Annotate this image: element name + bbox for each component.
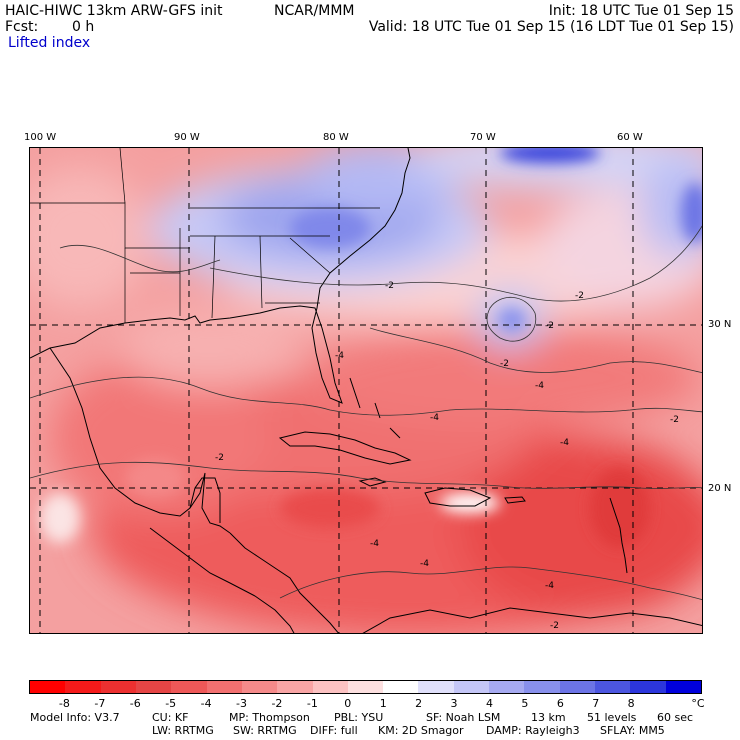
contour-label: -4 bbox=[430, 413, 439, 423]
lat-label: 20 N bbox=[708, 483, 732, 494]
contour-label: -2 bbox=[550, 621, 559, 631]
colorbar-segment bbox=[595, 681, 631, 693]
colorbar-tick-label: 8 bbox=[627, 697, 635, 710]
contour-label: -4 bbox=[545, 581, 554, 591]
colorbar-segment bbox=[100, 681, 136, 693]
valid-time: Valid: 18 UTC Tue 01 Sep 15 (16 LDT Tue … bbox=[368, 19, 734, 35]
lon-label: 60 W bbox=[617, 132, 643, 143]
lon-label: 70 W bbox=[470, 132, 496, 143]
colorbar-segment bbox=[65, 681, 101, 693]
lat-label: 30 N bbox=[708, 319, 732, 330]
contour-labels: -2 -2 -2 -2 -2 -2 -4 -4 -4 -4 -4 -4 -4 -… bbox=[215, 281, 679, 631]
colorbar-tick-label: 4 bbox=[485, 697, 493, 710]
colorbar-segment bbox=[312, 681, 348, 693]
footer-resolution: 13 km bbox=[531, 711, 566, 724]
colorbar-unit: °C bbox=[691, 697, 705, 710]
colorbar-segment bbox=[524, 681, 560, 693]
model-title: HAIC-HIWC 13km ARW-GFS init bbox=[5, 3, 223, 19]
colorbar-tick-label: 3 bbox=[450, 697, 458, 710]
contour-label: -2 bbox=[575, 291, 584, 301]
colorbar-tick-label: -4 bbox=[200, 697, 212, 710]
colorbar-segment bbox=[559, 681, 595, 693]
colorbar-tick-label: 1 bbox=[379, 697, 387, 710]
colorbar-segment bbox=[453, 681, 490, 693]
colorbar-tick-label: -3 bbox=[236, 697, 247, 710]
colorbar-segment bbox=[206, 681, 242, 693]
map-canvas: -2 -2 -2 -2 -2 -2 -4 -4 -4 -4 -4 -4 -4 -… bbox=[30, 148, 702, 633]
colorbar-tick-label: -6 bbox=[129, 697, 141, 710]
colorbar-segment bbox=[135, 681, 172, 693]
footer-levels: 51 levels bbox=[587, 711, 637, 724]
center-name: NCAR/MMM bbox=[274, 3, 355, 19]
colorbar-tick-label: -7 bbox=[94, 697, 106, 710]
footer-timestep: 60 sec bbox=[657, 711, 694, 724]
colorbar-segment bbox=[418, 681, 454, 693]
footer-sf: SF: Noah LSM bbox=[426, 711, 501, 724]
lon-label: 90 W bbox=[174, 132, 200, 143]
footer-sflay: SFLAY: MM5 bbox=[600, 724, 665, 737]
contour-label: -2 bbox=[670, 415, 679, 425]
footer-lw: LW: RRTMG bbox=[152, 724, 214, 737]
colorbar-tick-label: -1 bbox=[306, 697, 318, 710]
colorbar-tick-label: -5 bbox=[165, 697, 177, 710]
contour-label: -4 bbox=[560, 438, 569, 448]
colorbar-segment bbox=[241, 681, 278, 693]
lon-label: 80 W bbox=[323, 132, 349, 143]
colorbar-tick-label: 5 bbox=[521, 697, 529, 710]
contour-label: -4 bbox=[335, 351, 344, 361]
state-borders bbox=[30, 148, 380, 323]
contour-label: -4 bbox=[535, 381, 544, 391]
colorbar-segment bbox=[347, 681, 384, 693]
footer-km: KM: 2D Smagor bbox=[378, 724, 464, 737]
contour-label: -2 bbox=[385, 281, 394, 291]
init-time: Init: 18 UTC Tue 01 Sep 15 bbox=[548, 3, 734, 19]
lon-label: 100 W bbox=[24, 132, 57, 143]
colorbar-segment bbox=[277, 681, 313, 693]
fcst-value: 0 h bbox=[72, 19, 95, 35]
footer-diff: DIFF: full bbox=[310, 724, 358, 737]
graticule bbox=[30, 148, 702, 633]
footer-mp: MP: Thompson bbox=[229, 711, 310, 724]
colorbar-segment bbox=[630, 681, 666, 693]
colorbar-segment bbox=[383, 681, 419, 693]
colorbar bbox=[29, 680, 702, 694]
fcst-label: Fcst: bbox=[5, 19, 39, 35]
colorbar-tick-label: -2 bbox=[271, 697, 283, 710]
colorbar-segment bbox=[30, 681, 66, 693]
colorbar-tick-label: -8 bbox=[58, 697, 70, 710]
colorbar-segment bbox=[665, 681, 701, 693]
colorbar-segment bbox=[171, 681, 207, 693]
contour-label: -2 bbox=[500, 359, 509, 369]
field-detail bbox=[40, 148, 702, 548]
coastlines bbox=[30, 148, 702, 633]
colorbar-tick-label: 6 bbox=[556, 697, 564, 710]
field-name: Lifted index bbox=[8, 35, 91, 51]
footer-sw: SW: RRTMG bbox=[233, 724, 297, 737]
contour-label: -4 bbox=[420, 559, 429, 569]
footer-cu: CU: KF bbox=[152, 711, 189, 724]
colorbar-tick-label: 0 bbox=[344, 697, 352, 710]
lifted-index-map: -2 -2 -2 -2 -2 -2 -4 -4 -4 -4 -4 -4 -4 -… bbox=[29, 147, 703, 634]
contour-label: -2 bbox=[545, 321, 554, 331]
footer-damp: DAMP: Rayleigh3 bbox=[486, 724, 580, 737]
colorbar-tick-label: 2 bbox=[415, 697, 423, 710]
colorbar-segment bbox=[489, 681, 525, 693]
footer-model-info: Model Info: V3.7 bbox=[30, 711, 120, 724]
contour-label: -4 bbox=[370, 539, 379, 549]
contour-label: -2 bbox=[215, 453, 224, 463]
colorbar-tick-label: 7 bbox=[592, 697, 600, 710]
footer-pbl: PBL: YSU bbox=[334, 711, 384, 724]
contours bbox=[30, 225, 702, 600]
